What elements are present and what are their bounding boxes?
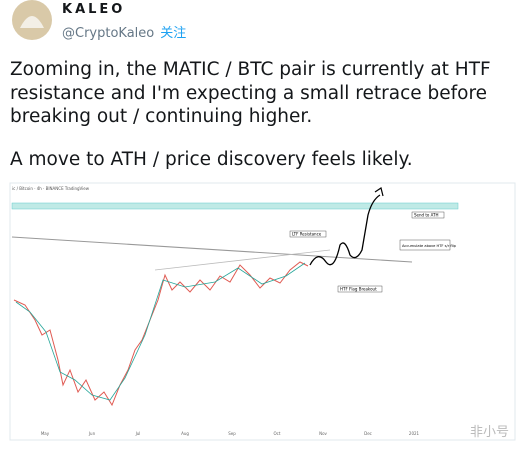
user-name[interactable]: KALEO [62, 2, 126, 17]
follow-button[interactable]: 关注 [160, 26, 187, 41]
watermark: 非小号 [470, 425, 509, 440]
x-label: Oct [274, 431, 281, 436]
chart-title: ic / Bitcoin · 4h · BINANCE TradingView [12, 186, 90, 191]
annotation: HTF Flag Breakout [340, 287, 377, 292]
annotation: Accumulate above HTF s/r flip [402, 244, 457, 248]
annotation: LTF Resistance [292, 232, 322, 237]
user-handle: @CryptoKaleo 关注 [62, 22, 186, 41]
avatar-eagle [20, 16, 44, 28]
descending-trendline [11, 236, 413, 263]
x-label: 2021 [409, 431, 420, 436]
annotation: Send to ATH [414, 213, 439, 218]
price-line-2 [15, 262, 306, 401]
tweet-text: Zooming in, the MATIC / BTC pair is curr… [10, 58, 510, 190]
x-label: May [41, 431, 50, 436]
x-labels: May Jun Jul Aug Sep Oct Nov Dec 2021 [41, 431, 420, 436]
x-label: Dec [364, 431, 372, 436]
projection-arrow [374, 187, 384, 197]
x-label: Jul [135, 431, 141, 436]
annotation-box [399, 239, 451, 251]
ath-zone [11, 202, 459, 210]
annotation-box [289, 230, 327, 238]
chart-image[interactable] [9, 182, 516, 441]
handle[interactable]: @CryptoKaleo [62, 26, 155, 41]
x-label: Nov [319, 431, 327, 436]
paragraph: A move to ATH / price discovery feels li… [10, 148, 413, 170]
annotation-box [337, 285, 383, 293]
projection [309, 194, 381, 266]
paragraph: Zooming in, the MATIC / BTC pair is curr… [10, 59, 491, 127]
x-label: Aug [181, 431, 189, 436]
x-label: Sep [228, 431, 236, 436]
annotation-box [411, 211, 445, 219]
rising-trendline [154, 249, 331, 271]
x-label: Jun [88, 431, 96, 436]
